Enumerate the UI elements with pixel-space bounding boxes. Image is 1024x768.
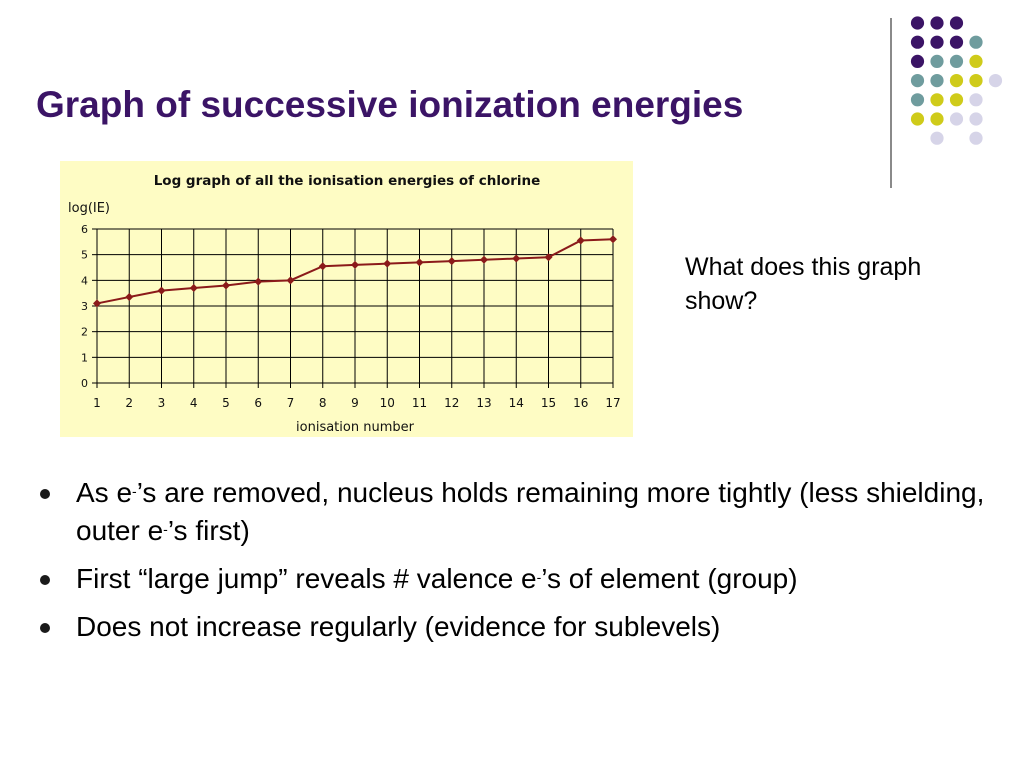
data-point bbox=[222, 281, 230, 290]
decorative-dot bbox=[949, 93, 964, 107]
data-point bbox=[254, 277, 263, 286]
data-point bbox=[415, 258, 424, 267]
data-point bbox=[512, 254, 521, 263]
bullet-dot-icon bbox=[40, 575, 50, 585]
x-tick-label: 6 bbox=[254, 396, 262, 410]
data-point bbox=[576, 236, 585, 245]
bullet-dot-icon bbox=[40, 623, 50, 633]
decorative-dot bbox=[910, 16, 925, 30]
decorative-dot bbox=[969, 35, 983, 49]
bullet-list: As e-’s are removed, nucleus holds remai… bbox=[40, 474, 1000, 656]
x-tick-label: 3 bbox=[158, 396, 166, 410]
x-tick-label: 13 bbox=[476, 396, 491, 410]
bullet-text: Does not increase regularly (evidence fo… bbox=[76, 611, 721, 642]
data-point bbox=[609, 235, 617, 244]
x-tick-label: 15 bbox=[541, 396, 556, 410]
x-tick-label: 11 bbox=[412, 396, 427, 410]
y-tick-label: 0 bbox=[81, 377, 88, 390]
data-point bbox=[93, 299, 101, 308]
decorative-dot bbox=[969, 74, 983, 88]
y-tick-label: 6 bbox=[81, 223, 88, 236]
decorative-dot bbox=[910, 93, 925, 107]
x-tick-label: 10 bbox=[380, 396, 395, 410]
decorative-dot bbox=[949, 112, 964, 126]
y-tick-label: 3 bbox=[81, 300, 88, 313]
decorative-divider-line bbox=[890, 18, 892, 188]
y-tick-label: 2 bbox=[81, 326, 88, 339]
decorative-dot bbox=[910, 112, 925, 126]
bullet-item: First “large jump” reveals # valence e-’… bbox=[40, 560, 1000, 598]
bullet-item: As e-’s are removed, nucleus holds remai… bbox=[40, 474, 1000, 550]
decorative-dot bbox=[988, 74, 1003, 88]
decorative-dot bbox=[930, 16, 944, 30]
decorative-dot bbox=[930, 54, 944, 68]
x-tick-label: 14 bbox=[509, 396, 524, 410]
x-tick-label: 4 bbox=[190, 396, 198, 410]
decorative-dot bbox=[930, 131, 944, 145]
decorative-dot bbox=[949, 35, 964, 49]
data-point bbox=[351, 260, 359, 269]
decorative-dot bbox=[910, 74, 925, 88]
y-tick-label: 5 bbox=[81, 249, 88, 262]
bullet-text: ’s are removed, nucleus holds remaining … bbox=[76, 477, 985, 546]
bullet-text: ’s of element (group) bbox=[541, 563, 798, 594]
x-tick-label: 5 bbox=[222, 396, 230, 410]
data-point bbox=[447, 257, 456, 266]
x-tick-label: 1 bbox=[93, 396, 101, 410]
bullet-text: As e bbox=[76, 477, 133, 508]
y-tick-label: 4 bbox=[81, 274, 88, 287]
x-tick-label: 7 bbox=[287, 396, 295, 410]
x-tick-label: 17 bbox=[605, 396, 620, 410]
x-tick-label: 12 bbox=[444, 396, 459, 410]
decorative-dot bbox=[930, 74, 944, 88]
data-point bbox=[157, 286, 166, 295]
decorative-dot bbox=[969, 54, 983, 68]
question-text: What does this graph show? bbox=[685, 253, 922, 315]
decorative-dot bbox=[949, 16, 964, 30]
data-point bbox=[480, 255, 488, 264]
decorative-dot bbox=[910, 35, 925, 49]
decorative-dot bbox=[930, 93, 944, 107]
superscript-charge: - bbox=[163, 521, 168, 537]
decorative-dot bbox=[969, 131, 983, 145]
y-axis-label: log(IE) bbox=[68, 201, 110, 216]
chart-title: Log graph of all the ionisation energies… bbox=[154, 173, 541, 189]
decorative-dot bbox=[910, 54, 925, 68]
decorative-dot bbox=[949, 74, 964, 88]
slide-title: Graph of successive ionization energies bbox=[36, 84, 744, 125]
x-tick-label: 8 bbox=[319, 396, 327, 410]
superscript-charge: - bbox=[132, 483, 137, 499]
data-point bbox=[189, 284, 198, 293]
chart-panel: Log graph of all the ionisation energies… bbox=[60, 161, 633, 437]
bullet-text: ’s first) bbox=[167, 515, 250, 546]
decorative-dot bbox=[969, 112, 983, 126]
data-point bbox=[383, 259, 392, 268]
superscript-charge: - bbox=[536, 569, 542, 585]
ionisation-energy-chart: Log graph of all the ionisation energies… bbox=[68, 173, 621, 435]
bullet-item: Does not increase regularly (evidence fo… bbox=[40, 608, 1000, 646]
data-point bbox=[318, 262, 327, 271]
decorative-dot bbox=[969, 93, 983, 107]
x-axis-label: ionisation number bbox=[296, 420, 415, 435]
data-point bbox=[125, 293, 134, 302]
data-point bbox=[544, 253, 553, 262]
x-tick-label: 16 bbox=[573, 396, 588, 410]
data-point bbox=[286, 276, 295, 285]
bullet-dot-icon bbox=[40, 489, 50, 499]
x-tick-label: 2 bbox=[125, 396, 133, 410]
decorative-dot bbox=[930, 35, 944, 49]
y-tick-label: 1 bbox=[81, 351, 88, 364]
decorative-dot bbox=[949, 54, 964, 68]
x-tick-label: 9 bbox=[351, 396, 359, 410]
decorative-dot bbox=[930, 112, 944, 126]
bullet-text: First “large jump” reveals # valence e bbox=[76, 563, 537, 594]
